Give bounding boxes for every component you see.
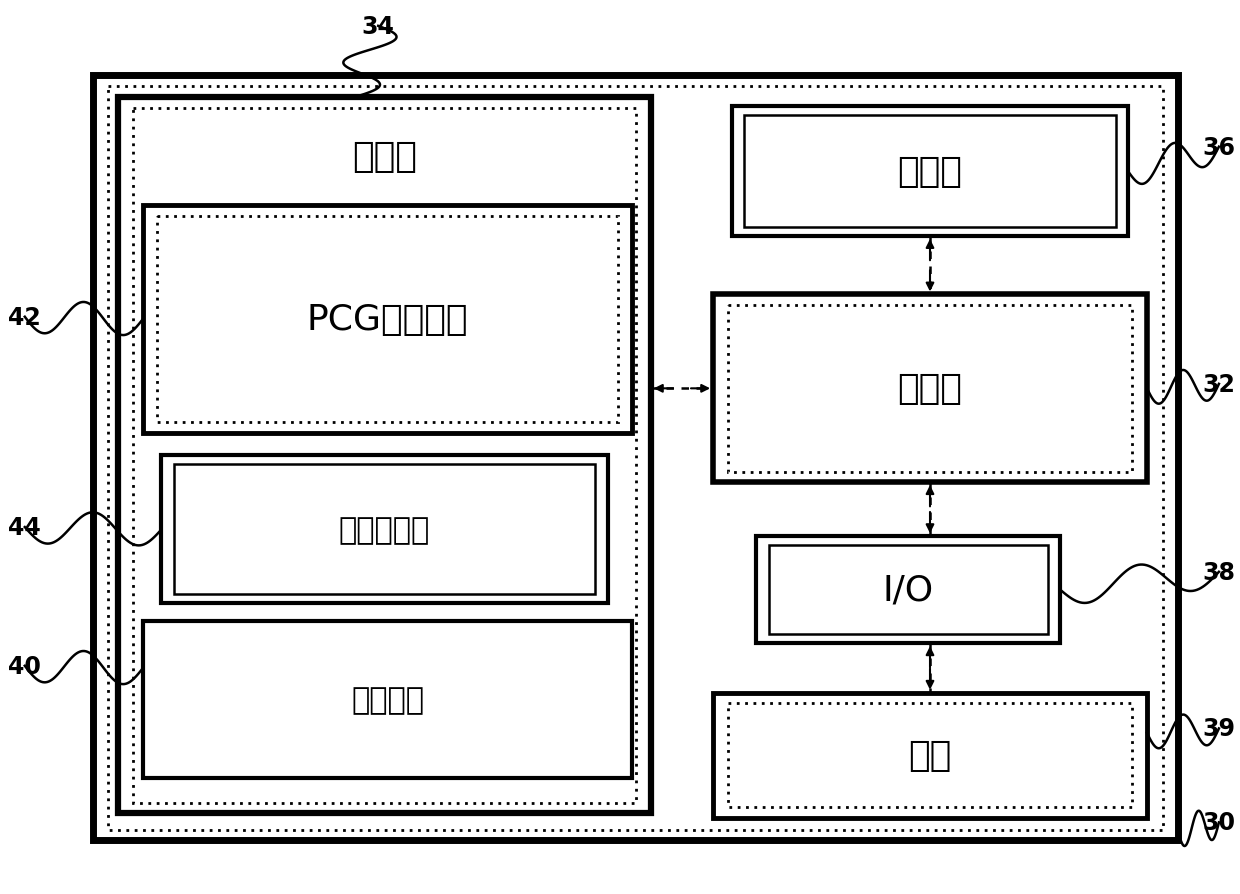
Bar	[133, 109, 636, 803]
Bar	[728, 306, 1132, 472]
Text: PCG分类模型: PCG分类模型	[306, 303, 469, 336]
Bar	[157, 216, 618, 423]
Text: 39: 39	[1203, 717, 1235, 740]
Text: I/O: I/O	[883, 573, 934, 607]
Text: 处理器: 处理器	[898, 372, 962, 406]
Bar	[713, 295, 1147, 483]
Bar	[108, 87, 1163, 830]
Text: 34: 34	[362, 15, 394, 38]
Bar	[118, 98, 651, 814]
Text: 42: 42	[9, 306, 41, 329]
Bar	[118, 98, 651, 814]
Bar	[713, 693, 1147, 818]
Text: 分类器参数: 分类器参数	[339, 515, 430, 544]
Bar	[732, 107, 1128, 237]
Text: 44: 44	[9, 516, 41, 539]
Bar	[174, 465, 595, 595]
Bar	[143, 621, 632, 778]
Bar	[143, 206, 632, 434]
Bar	[728, 704, 1132, 807]
Text: 存储器: 存储器	[352, 139, 417, 173]
Text: 36: 36	[1203, 136, 1235, 159]
Text: 38: 38	[1203, 561, 1235, 584]
Bar	[756, 536, 1060, 644]
Bar	[732, 107, 1128, 237]
Text: 用户数据: 用户数据	[351, 685, 424, 714]
Bar	[756, 536, 1060, 644]
Bar	[93, 76, 1178, 840]
Bar	[744, 116, 1116, 228]
Text: 屏幕: 屏幕	[909, 738, 951, 772]
Bar	[93, 76, 1178, 840]
Text: 40: 40	[9, 654, 41, 678]
Bar	[713, 693, 1147, 818]
Text: 收发器: 收发器	[898, 156, 962, 189]
Bar	[713, 295, 1147, 483]
Bar	[161, 456, 608, 603]
Bar	[161, 456, 608, 603]
Text: 30: 30	[1203, 811, 1235, 834]
Bar	[143, 206, 632, 434]
Bar	[769, 545, 1048, 635]
Text: 32: 32	[1203, 373, 1235, 396]
